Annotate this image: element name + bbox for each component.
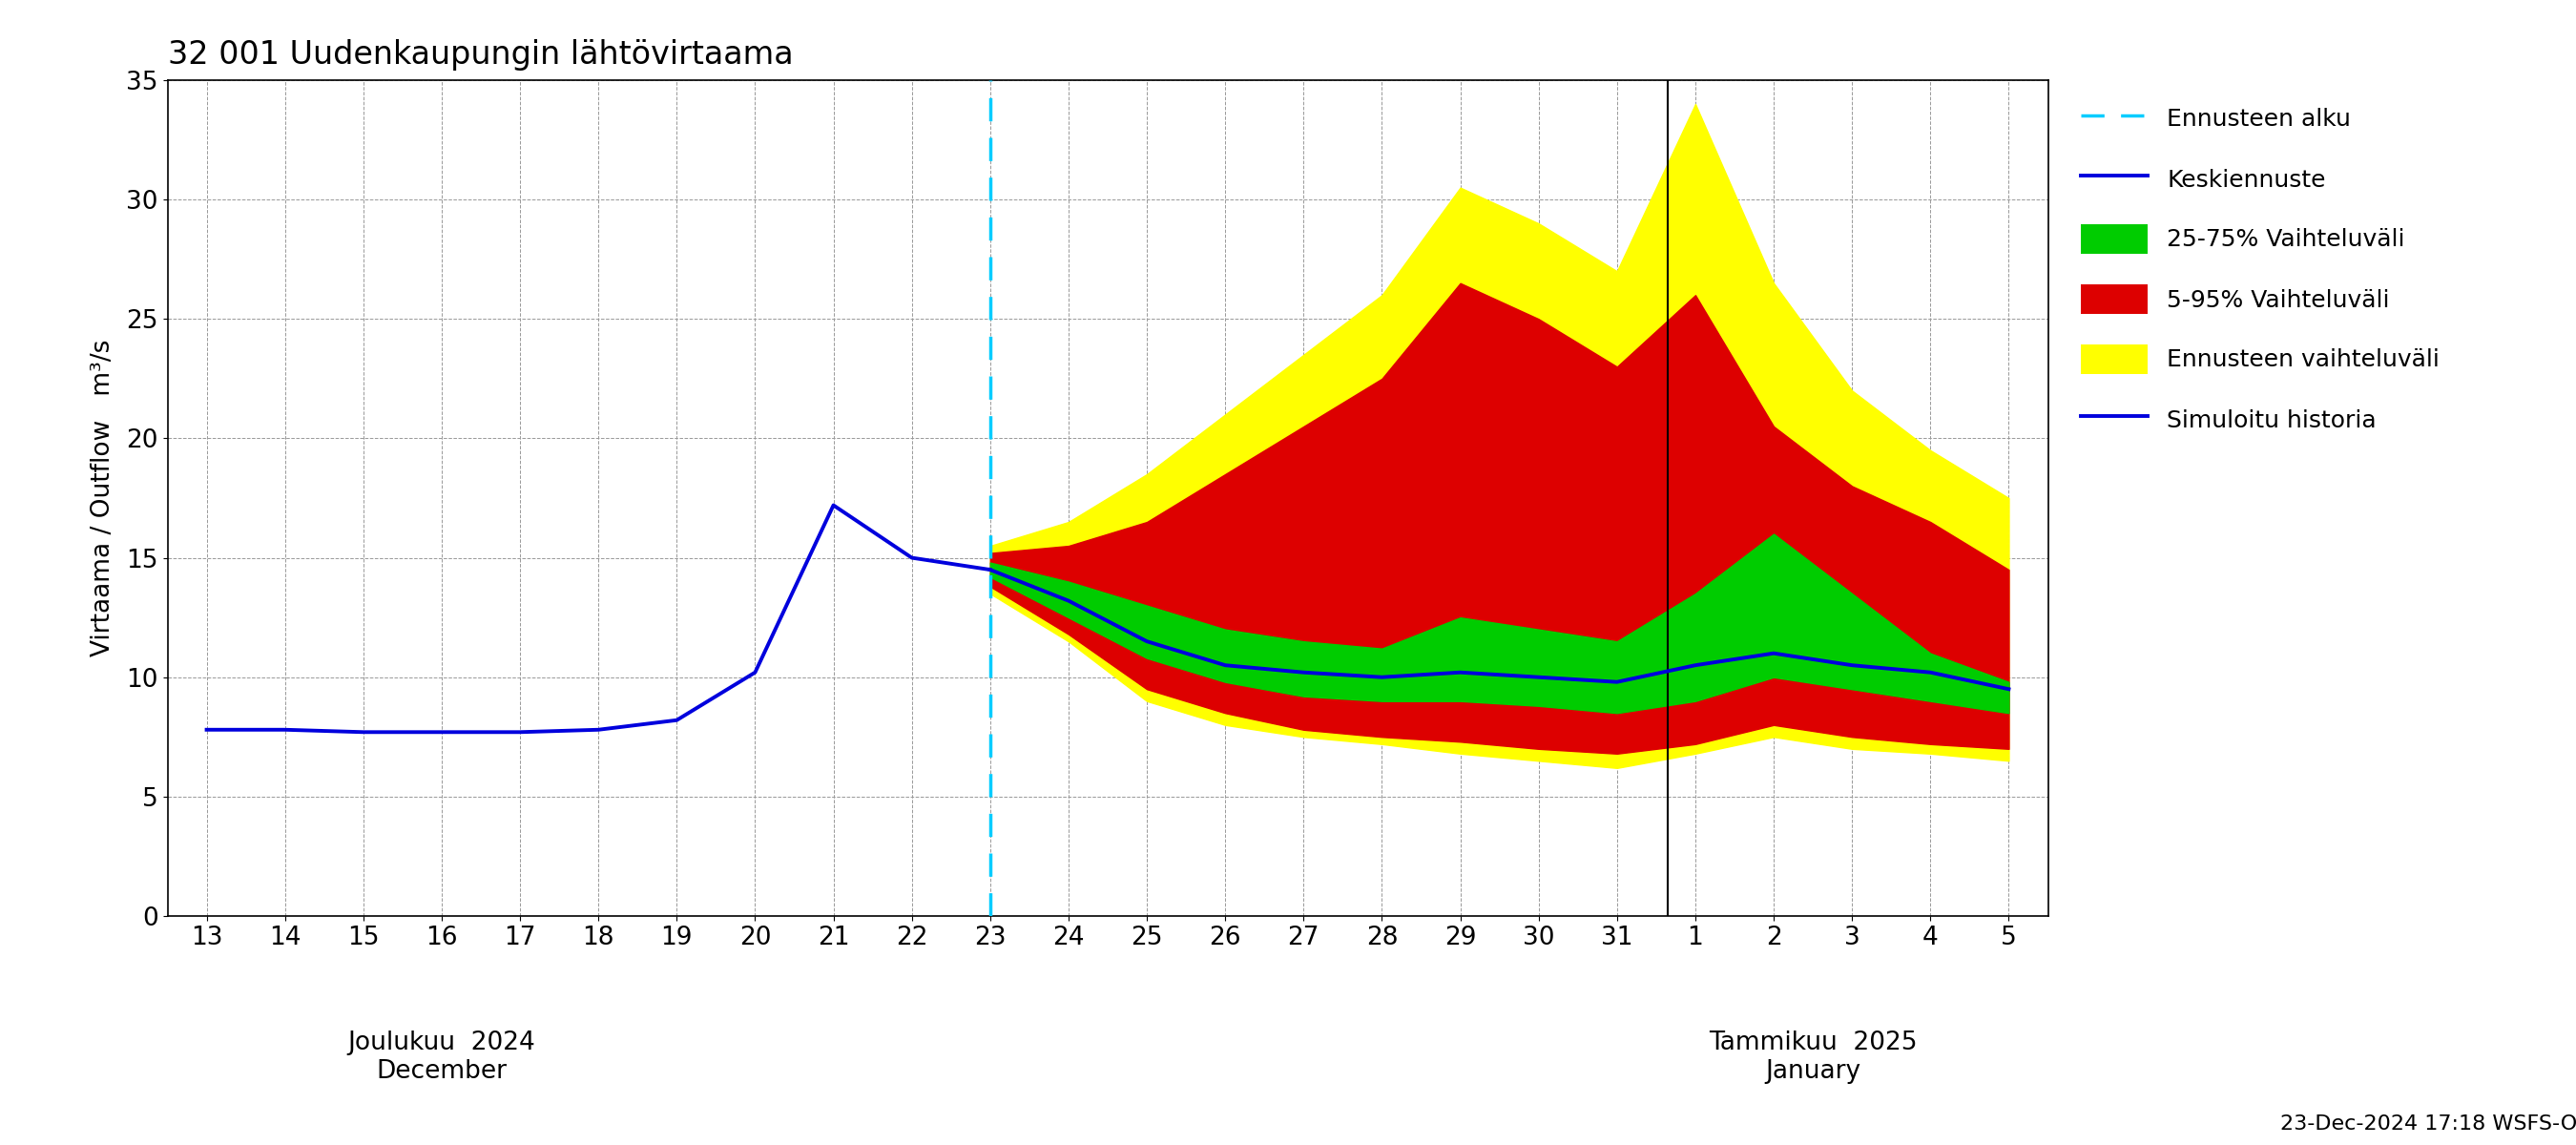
Legend: Ennusteen alku, Keskiennuste, 25-75% Vaihteluväli, 5-95% Vaihteluväli, Ennusteen: Ennusteen alku, Keskiennuste, 25-75% Vai… [2069,92,2452,445]
Text: Tammikuu  2025
January: Tammikuu 2025 January [1708,1030,1917,1084]
Text: 23-Dec-2024 17:18 WSFS-O: 23-Dec-2024 17:18 WSFS-O [2280,1114,2576,1134]
Text: 32 001 Uudenkaupungin lähtövirtaama: 32 001 Uudenkaupungin lähtövirtaama [167,39,793,71]
Text: Joulukuu  2024
December: Joulukuu 2024 December [348,1030,536,1084]
Y-axis label: Virtaama / Outflow   m³/s: Virtaama / Outflow m³/s [90,340,116,656]
